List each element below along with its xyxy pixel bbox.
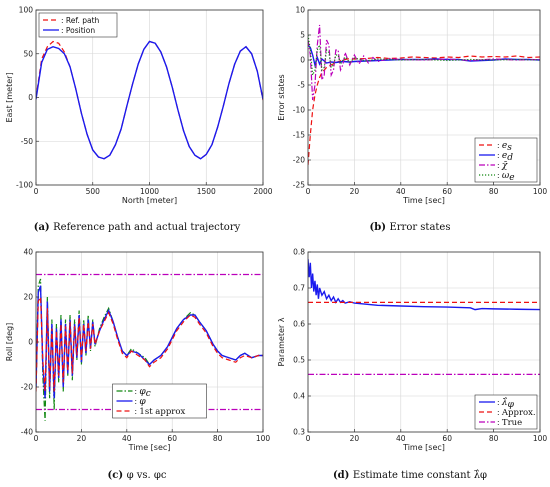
y-tick-label: 0	[300, 56, 305, 65]
legend-label: : Approx.	[497, 408, 536, 418]
x-tick-label: 20	[350, 434, 360, 443]
x-tick-label: 0	[34, 187, 39, 196]
legend-box	[38, 12, 118, 38]
y-axis-label: Error states	[277, 74, 286, 120]
x-tick-label: 100	[256, 434, 271, 443]
legend: : es: ed: χ̃: ωe	[474, 137, 538, 183]
series-line-2	[36, 296, 263, 392]
y-tick-label: -25	[293, 181, 305, 190]
chart-b: 0 20 40 60 80 100 -25 -20 -15 -10 -5 0 5 10 Time [sec]…	[277, 6, 547, 234]
y-tick-label: 10	[295, 6, 305, 15]
legend: : λ̂φ: Approx.: True	[474, 394, 538, 430]
x-tick-label: 80	[213, 434, 223, 443]
y-tick-label: 0.6	[293, 320, 305, 329]
series-line-2	[308, 24, 540, 101]
x-tick-label: 20	[350, 187, 360, 196]
y-tick-label: 0	[28, 338, 33, 347]
caption: (c) φ vs. φc	[108, 470, 167, 481]
y-tick-label: -15	[293, 131, 305, 140]
y-tick-label: -10	[293, 106, 305, 115]
x-tick-label: 2000	[253, 187, 272, 196]
x-tick-label: 1000	[140, 187, 159, 196]
x-tick-label: 20	[77, 434, 87, 443]
legend-label: : Ref. path	[61, 16, 100, 25]
x-tick-label: 40	[396, 434, 406, 443]
y-tick-label: -50	[21, 137, 33, 146]
x-tick-label: 0	[306, 187, 311, 196]
legend-label: : φc	[135, 387, 151, 399]
legend-label: : λ̂φ	[497, 397, 515, 410]
legend: : Ref. path: Position	[38, 12, 118, 38]
y-axis-label: East [meter]	[5, 72, 14, 122]
y-tick-label: 100	[19, 6, 34, 15]
legend-label: : es	[497, 141, 512, 153]
y-tick-label: -20	[293, 156, 305, 165]
legend-label: : ed	[497, 151, 513, 163]
x-axis-label: Time [sec]	[128, 443, 171, 452]
caption: (d) Estimate time constant λ̂φ	[333, 470, 487, 481]
legend-box	[474, 394, 538, 430]
y-axis-label: Roll [deg]	[5, 323, 14, 361]
y-tick-label: -40	[21, 428, 33, 437]
y-tick-label: -20	[21, 383, 33, 392]
legend-label: : φ	[135, 397, 147, 407]
x-tick-label: 40	[122, 434, 132, 443]
series-line-1	[36, 40, 263, 160]
y-tick-label: 0.3	[293, 428, 305, 437]
x-tick-label: 100	[533, 187, 548, 196]
chart-a: 0 500 1000 1500 2000 -100 -50 0 50 100 North [mete…	[5, 6, 273, 234]
y-tick-label: 20	[23, 293, 33, 302]
y-tick-label: 40	[23, 248, 33, 257]
x-tick-label: 60	[167, 434, 177, 443]
x-tick-label: 60	[442, 434, 452, 443]
legend-label: : True	[497, 418, 522, 428]
legend-label: : ωe	[497, 171, 515, 183]
y-tick-label: 0.4	[293, 392, 305, 401]
x-tick-label: 0	[34, 434, 39, 443]
series-line-3	[308, 34, 540, 78]
x-tick-label: 100	[533, 434, 548, 443]
legend-label: : 1st approx	[135, 407, 186, 417]
legend-label: : χ̃	[497, 160, 508, 171]
chart-d: 0 20 40 60 80 100 0.3 0.4 0.5 0.6 0.7 0.8 Time [sec]…	[277, 248, 547, 482]
x-tick-label: 40	[396, 187, 406, 196]
y-tick-label: 0	[28, 93, 33, 102]
series-line-0	[308, 55, 540, 166]
caption: (a) Reference path and actual trajectory	[34, 222, 241, 233]
y-axis-label: Parameter λ	[277, 317, 286, 366]
plot-frame	[307, 9, 541, 186]
x-axis-label: Time [sec]	[402, 196, 445, 205]
x-axis-label: North [meter]	[122, 196, 177, 205]
x-tick-label: 500	[86, 187, 101, 196]
y-tick-label: 0.7	[293, 284, 305, 293]
plot-frame	[307, 251, 541, 433]
x-tick-label: 80	[489, 187, 499, 196]
legend-label: : Position	[61, 26, 95, 35]
x-tick-label: 1500	[197, 187, 216, 196]
y-tick-label: -100	[16, 181, 33, 190]
x-tick-label: 80	[489, 434, 499, 443]
y-tick-label: 0.5	[293, 356, 305, 365]
legend: : φc: φ: 1st approx	[112, 383, 207, 419]
y-tick-label: 5	[300, 31, 305, 40]
y-tick-label: 50	[23, 49, 33, 58]
y-tick-label: -5	[298, 81, 306, 90]
x-axis-label: Time [sec]	[402, 443, 445, 452]
y-tick-label: 0.8	[293, 248, 305, 257]
caption: (b) Error states	[370, 222, 451, 233]
x-tick-label: 60	[442, 187, 452, 196]
x-tick-label: 0	[306, 434, 311, 443]
